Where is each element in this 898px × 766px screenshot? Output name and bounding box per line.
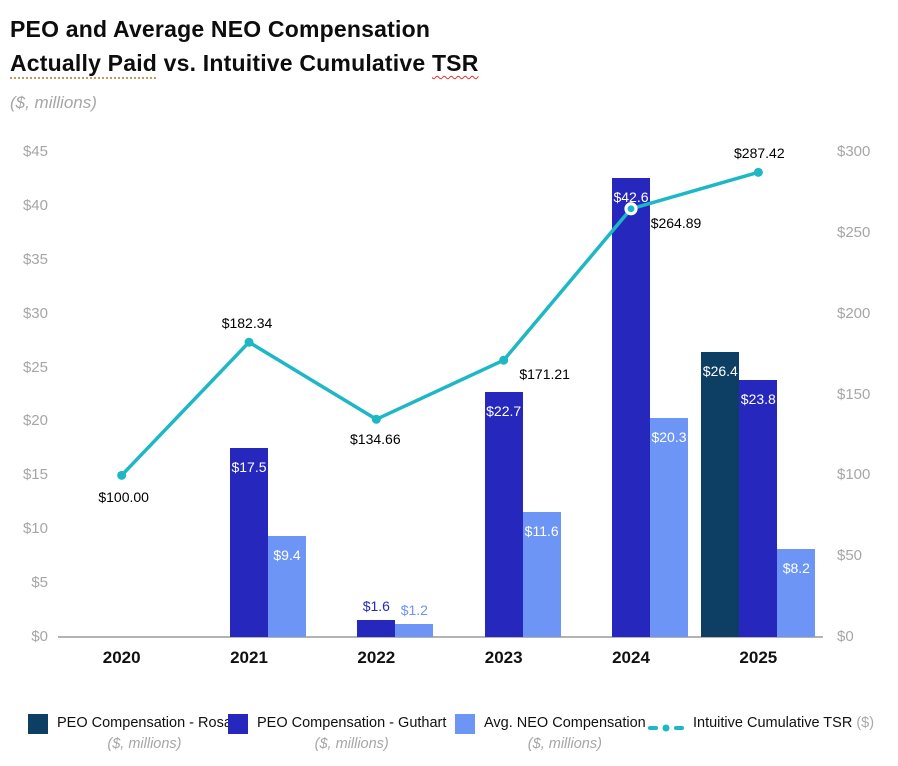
legend-line-icon — [648, 720, 684, 738]
bar-label-peo-compensation-rosa-2025: $26.4 — [702, 363, 738, 380]
chart-title-line2: Actually Paid vs. Intuitive Cumulative T… — [10, 46, 479, 80]
legend-item-avg-neo-compensation[interactable]: Avg. NEO Compensation ($, millions) — [455, 712, 646, 754]
bar-label-avg-neo-compensation-2023: $11.6 — [524, 522, 559, 539]
bar-label-avg-neo-compensation-2025: $8.2 — [782, 559, 810, 576]
right-axis-tick-300: $300 — [837, 143, 871, 160]
bar-label-avg-neo-compensation-2024: $20.3 — [651, 429, 687, 446]
legend-units-peo-compensation-guthart: ($, millions) — [314, 736, 389, 752]
chart-title: PEO and Average NEO Compensation Actuall… — [10, 12, 479, 80]
legend-item-peo-compensation-guthart[interactable]: PEO Compensation - Guthart ($, millions) — [228, 712, 446, 754]
left-axis-tick-25: $25 — [22, 358, 48, 376]
bar-avg-neo-compensation-2025[interactable] — [777, 548, 816, 637]
tsr-point-label-2025: $287.42 — [734, 145, 785, 162]
tsr-marker-2022[interactable] — [371, 414, 381, 424]
bar-label-peo-compensation-guthart-2024: $42.6 — [613, 188, 649, 205]
bar-label-peo-compensation-guthart-2023: $22.7 — [486, 403, 522, 420]
legend-swatch-peo-compensation-guthart — [228, 714, 248, 734]
tsr-line[interactable] — [119, 170, 761, 478]
legend-label-avg-neo-compensation: Avg. NEO Compensation — [484, 715, 646, 731]
left-axis-tick-40: $40 — [22, 196, 48, 214]
legend-label-intuitive-cumulative-tsr: Intuitive Cumulative TSR ($) — [693, 715, 875, 731]
x-axis-label-2022: 2022 — [357, 648, 396, 667]
tsr-point-label-2020: $100.00 — [98, 489, 149, 506]
right-axis-tick-50: $50 — [837, 547, 863, 565]
tsr-point-label-2022: $134.66 — [350, 431, 401, 448]
bar-peo-compensation-guthart-2022[interactable] — [357, 619, 396, 637]
bar-avg-neo-compensation-2023[interactable] — [522, 511, 561, 637]
tsr-marker-2024[interactable] — [624, 202, 638, 216]
legend-item-intuitive-cumulative-tsr[interactable]: Intuitive Cumulative TSR ($) — [648, 712, 874, 738]
right-axis-tick-250: $250 — [837, 223, 871, 241]
bar-peo-compensation-rosa-2025[interactable] — [701, 352, 740, 637]
tsr-marker-2021[interactable] — [244, 337, 254, 347]
legend-units-peo-compensation-rosa: ($, millions) — [107, 736, 182, 752]
left-axis-tick-35: $35 — [22, 250, 48, 268]
legend-text-peo-compensation-rosa: PEO Compensation - Rosa ($, millions) — [57, 712, 232, 754]
bar-peo-compensation-guthart-2021[interactable] — [230, 448, 268, 637]
tsr-line-layer — [117, 167, 763, 480]
right-axis-tick-150: $150 — [837, 385, 871, 403]
bar-avg-neo-compensation-2024[interactable] — [650, 418, 688, 637]
tsr-marker-2025[interactable] — [753, 167, 763, 177]
x-axis-label-2020: 2020 — [102, 648, 141, 667]
left-axis-tick-0: $0 — [31, 628, 48, 645]
legend-item-peo-compensation-rosa[interactable]: PEO Compensation - Rosa ($, millions) — [28, 712, 232, 754]
x-axis-label-2025: 2025 — [739, 648, 778, 667]
legend-label-peo-compensation-rosa: PEO Compensation - Rosa — [57, 715, 232, 731]
axis-units-label: ($, millions) — [10, 93, 97, 112]
x-axis-line — [58, 636, 823, 638]
tsr-marker-2020[interactable] — [117, 470, 127, 480]
title-spellcheck-dotted: Actually Paid — [10, 50, 158, 76]
bar-label-peo-compensation-guthart-2021: $17.5 — [231, 459, 267, 476]
title-line2-middle: vs. Intuitive Cumulative — [157, 50, 432, 76]
bar-avg-neo-compensation-2022[interactable] — [395, 624, 434, 637]
dash-dot-line-icon — [648, 724, 684, 732]
tsr-point-label-2021: $182.34 — [221, 315, 273, 332]
chart-title-line1: PEO and Average NEO Compensation — [10, 16, 431, 42]
left-axis-tick-30: $30 — [22, 304, 48, 322]
title-spellcheck-wavy: TSR — [431, 50, 479, 76]
right-axis-tick-0: $0 — [837, 628, 854, 645]
legend-swatch-peo-compensation-rosa — [28, 714, 48, 734]
bar-label-peo-compensation-guthart-2022: $1.6 — [362, 597, 390, 614]
legend-label-peo-compensation-guthart: PEO Compensation - Guthart — [257, 715, 447, 731]
tsr-marker-2023[interactable] — [499, 355, 509, 365]
bar-peo-compensation-guthart-2024[interactable] — [612, 177, 650, 637]
legend-text-intuitive-cumulative-tsr: Intuitive Cumulative TSR ($) — [693, 712, 874, 735]
x-axis-label-2021: 2021 — [230, 648, 268, 667]
left-axis-tick-5: $5 — [31, 574, 48, 592]
tsr-point-label-2024: $264.89 — [650, 214, 702, 231]
left-axis-tick-10: $10 — [22, 520, 48, 538]
bar-label-avg-neo-compensation-2021: $9.4 — [273, 546, 301, 563]
legend-units-inline: ($) — [852, 715, 875, 731]
bar-peo-compensation-guthart-2023[interactable] — [484, 392, 523, 637]
legend-swatch-avg-neo-compensation — [455, 714, 475, 734]
tsr-point-label-2023: $171.21 — [519, 366, 570, 383]
left-axis-tick-20: $20 — [22, 412, 48, 430]
left-axis-tick-15: $15 — [22, 466, 48, 484]
right-axis-tick-200: $200 — [837, 304, 871, 322]
right-axis-tick-100: $100 — [837, 466, 871, 484]
bar-peo-compensation-guthart-2025[interactable] — [739, 380, 778, 637]
bar-label-avg-neo-compensation-2022: $1.2 — [400, 602, 428, 619]
x-axis-label-2023: 2023 — [484, 648, 523, 667]
legend-text-peo-compensation-guthart: PEO Compensation - Guthart ($, millions) — [257, 712, 446, 754]
legend-units-avg-neo-compensation: ($, millions) — [527, 736, 602, 752]
bar-label-peo-compensation-guthart-2025: $23.8 — [740, 391, 776, 408]
legend-text-avg-neo-compensation: Avg. NEO Compensation ($, millions) — [484, 712, 646, 754]
bar-avg-neo-compensation-2021[interactable] — [268, 535, 306, 637]
left-axis-tick-45: $45 — [22, 143, 48, 160]
x-axis-label-2024: 2024 — [612, 648, 650, 667]
